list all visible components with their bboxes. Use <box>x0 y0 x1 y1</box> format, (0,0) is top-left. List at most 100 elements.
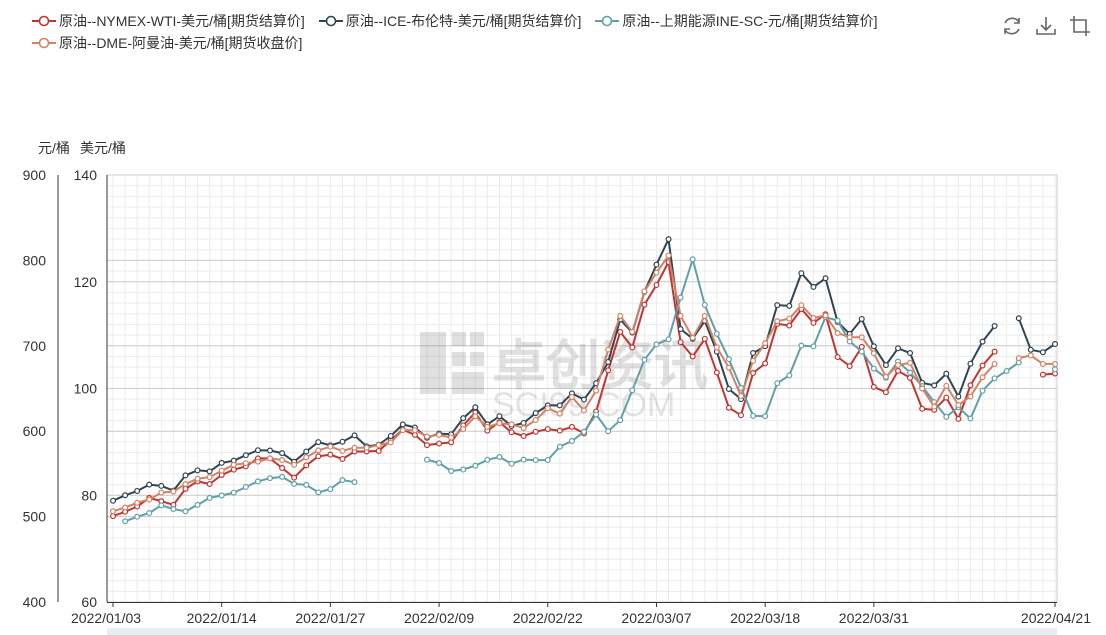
series-point <box>544 456 551 463</box>
series-point <box>1039 360 1046 367</box>
legend-item[interactable]: 原油--ICE-布伦特-美元/桶[期货结算价] <box>318 10 582 32</box>
refresh-icon[interactable] <box>1000 14 1024 38</box>
series-point <box>109 508 116 515</box>
series-point <box>532 410 539 417</box>
series-point <box>303 454 310 461</box>
legend-marker-icon <box>32 37 56 49</box>
series-point <box>122 492 129 499</box>
legend: 原油--NYMEX-WTI-美元/桶[期货结算价] 原油--ICE-布伦特-美元/… <box>32 10 1012 54</box>
series-point <box>870 343 877 350</box>
series-point <box>725 356 732 363</box>
series-point <box>894 362 901 369</box>
series-point <box>182 508 189 515</box>
series-point <box>894 367 901 374</box>
series-point <box>750 350 757 357</box>
left-axis-unit: 元/桶 <box>38 140 70 156</box>
series-point <box>677 339 684 346</box>
watermark-sub: SCI99.COM <box>492 386 675 424</box>
series-point <box>339 455 346 462</box>
series-point <box>448 439 455 446</box>
series-point <box>894 345 901 352</box>
legend-label: 原油--ICE-布伦特-美元/桶[期货结算价] <box>345 13 582 29</box>
series-point <box>460 415 467 422</box>
series-point <box>1003 367 1010 374</box>
legend-item[interactable]: 原油--NYMEX-WTI-美元/桶[期货结算价] <box>32 10 305 32</box>
series-point <box>146 510 153 517</box>
series-point <box>907 369 914 376</box>
series-point <box>254 458 261 465</box>
series-point <box>810 315 817 322</box>
series-point <box>689 353 696 360</box>
series-4 <box>109 252 1058 515</box>
series-point <box>774 302 781 309</box>
series-point <box>870 383 877 390</box>
series-point <box>218 459 225 466</box>
series-point <box>158 489 165 496</box>
series-point <box>943 413 950 420</box>
series-point <box>786 315 793 322</box>
series-point <box>882 389 889 396</box>
series-point <box>568 438 575 445</box>
series-point <box>254 447 261 454</box>
left-tick-label: 700 <box>23 338 47 354</box>
legend-item[interactable]: 原油--DME-阿曼油-美元/桶[期货收盘价] <box>32 32 302 54</box>
series-point <box>943 370 950 377</box>
series-point <box>146 481 153 488</box>
series-point <box>629 387 636 394</box>
series-point <box>605 358 612 365</box>
series-point <box>158 482 165 489</box>
series-point <box>786 372 793 379</box>
series-point <box>943 394 950 401</box>
series-point <box>665 236 672 243</box>
series-point <box>1015 355 1022 362</box>
series-point <box>267 447 274 454</box>
series-point <box>967 393 974 400</box>
series-point <box>1039 371 1046 378</box>
series-point <box>327 443 334 450</box>
crop-icon[interactable] <box>1068 14 1092 38</box>
series-point <box>291 461 298 468</box>
series-point <box>134 513 141 520</box>
series-point <box>858 315 865 322</box>
series-point <box>762 413 769 420</box>
series-point <box>882 362 889 369</box>
left-tick-label: 900 <box>23 167 47 183</box>
series-point <box>351 432 358 439</box>
x-tick-label: 2022/03/31 <box>839 610 909 626</box>
series-point <box>858 334 865 341</box>
series-point <box>351 444 358 451</box>
series-point <box>279 457 286 464</box>
legend-label: 原油--上期能源INE-SC-元/桶[期货结算价] <box>622 13 878 29</box>
series-point <box>1015 315 1022 322</box>
series-point <box>713 369 720 376</box>
series-point <box>568 394 575 401</box>
series-point <box>315 439 322 446</box>
series-point <box>834 329 841 336</box>
series-point <box>206 468 213 475</box>
series-point <box>556 427 563 434</box>
series-point <box>411 427 418 434</box>
series-point <box>411 431 418 438</box>
series-point <box>218 492 225 499</box>
series-point <box>979 362 986 369</box>
series-point <box>653 261 660 268</box>
left-tick-label: 800 <box>23 252 47 268</box>
grid-layer <box>107 174 1058 603</box>
series-point <box>991 323 998 330</box>
x-tick-label: 2022/03/18 <box>730 610 800 626</box>
legend-label: 原油--DME-阿曼油-美元/桶[期货收盘价] <box>59 35 303 51</box>
legend-label: 原油--NYMEX-WTI-美元/桶[期货结算价] <box>59 13 305 29</box>
series-point <box>508 421 515 428</box>
right-tick-label: 60 <box>81 594 97 610</box>
download-icon[interactable] <box>1034 14 1058 38</box>
series-point <box>387 439 394 446</box>
series-point <box>134 487 141 494</box>
legend-item[interactable]: 原油--上期能源INE-SC-元/桶[期货结算价] <box>595 10 878 32</box>
series-point <box>230 461 237 468</box>
series-point <box>629 344 636 351</box>
series-point <box>1027 352 1034 359</box>
series-point <box>786 302 793 309</box>
series-point <box>532 428 539 435</box>
series-point <box>834 354 841 361</box>
x-tick-label: 2022/01/03 <box>71 610 141 626</box>
